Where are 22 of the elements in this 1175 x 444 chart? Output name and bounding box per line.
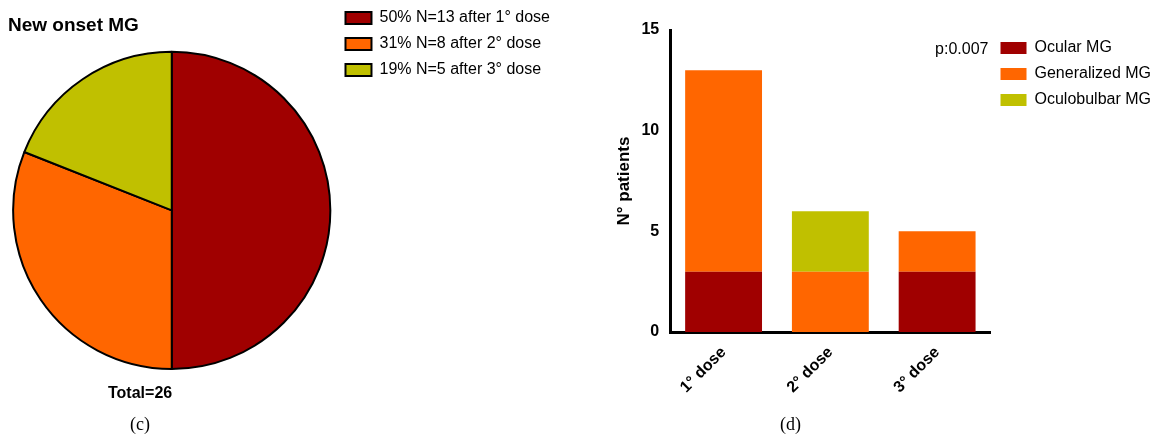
legend-label: 50% N=13 after 1° dose [379,8,551,26]
y-axis-title: N° patients [613,136,633,226]
y-tick-label: 5 [650,221,660,239]
bar [791,271,869,333]
y-tick-label: 10 [641,121,660,139]
annotation: p:0.007 [935,40,989,58]
legend-label: Generalized MG [1034,64,1152,82]
bar [791,211,869,272]
chart-title: New onset MG [8,13,139,35]
legend-label: Ocular MG [1034,38,1112,56]
y-tick-label: 0 [650,322,660,340]
text: (c) [130,414,150,435]
legend-label: Oculobulbar MG [1034,90,1152,108]
bar [685,271,763,333]
y-tick-label: 15 [641,20,660,38]
legend-label: 19% N=5 after 3° dose [379,60,542,78]
bar [898,271,976,333]
text: Total=26 [108,384,173,402]
bar [685,70,763,272]
legend-label: 31% N=8 after 2° dose [379,34,542,52]
bar [898,231,976,272]
text: (d) [780,414,801,435]
